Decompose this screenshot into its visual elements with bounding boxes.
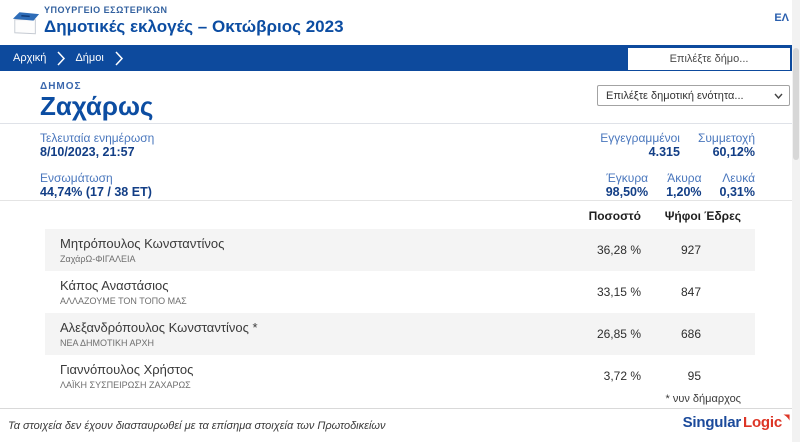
table-row[interactable]: Μητρόπουλος Κωνσταντίνος ΖαχάρΩ-ΦΙΓΑΛΕΙΑ…	[45, 229, 755, 271]
invalid-value: 1,20%	[666, 185, 702, 199]
integration-label: Ενσωμάτωση	[40, 171, 113, 185]
blank-stat: Λευκά 0,31%	[720, 171, 755, 199]
language-toggle[interactable]: ΕΛ	[774, 12, 789, 24]
votes-value: 847	[680, 285, 701, 299]
votes-value: 95	[687, 369, 701, 383]
registered-stat: Εγγεγραμμένοι 4.315	[600, 131, 680, 159]
divider	[0, 123, 800, 124]
percent-value: 26,85 %	[596, 327, 641, 341]
page-footer: Τα στοιχεία δεν έχουν διασταυρωθεί με τα…	[0, 408, 800, 443]
municipality-search-input[interactable]	[628, 48, 790, 70]
turnout-stat: Συμμετοχή 60,12%	[698, 131, 755, 159]
chevron-right-icon	[56, 50, 66, 67]
integration-stat: Ενσωμάτωση 44,74% (17 / 38 ΕΤ)	[40, 171, 154, 199]
integration-value: 44,74% (17 / 38 ΕΤ)	[40, 185, 152, 199]
municipal-unit-select[interactable]: Επιλέξτε δημοτική ενότητα...	[597, 85, 790, 106]
top-header: ΥΠΟΥΡΓΕΙΟ ΕΣΩΤΕΡΙΚΩΝ Δημοτικές εκλογές –…	[0, 0, 800, 45]
table-row[interactable]: Αλεξανδρόπουλος Κωνσταντίνος * ΝΕΑ ΔΗΜΟΤ…	[45, 313, 755, 355]
ministry-name: ΥΠΟΥΡΓΕΙΟ ΕΣΩΤΕΡΙΚΩΝ	[44, 5, 168, 15]
candidate-name: Αλεξανδρόπουλος Κωνσταντίνος *	[60, 320, 258, 335]
results-table-header: Ποσοστό Ψήφοι Έδρες	[45, 202, 755, 229]
party-name: ΑΛΛΑΖΟΥΜΕ ΤΟΝ ΤΟΠΟ ΜΑΣ	[60, 296, 187, 306]
table-row[interactable]: Γιαννόπουλος Χρήστος ΛΑΪΚΗ ΣΥΣΠΕΙΡΩΣΗ ΖΑ…	[45, 355, 755, 397]
disclaimer-text: Τα στοιχεία δεν έχουν διασταυρωθεί με τα…	[8, 420, 386, 432]
percent-value: 33,15 %	[596, 285, 641, 299]
chevron-right-icon	[114, 50, 124, 67]
breadcrumb-home[interactable]: Αρχική	[13, 52, 47, 64]
column-header-votes: Ψήφοι	[664, 209, 701, 223]
results-table: Μητρόπουλος Κωνσταντίνος ΖαχάρΩ-ΦΙΓΑΛΕΙΑ…	[45, 229, 755, 397]
party-name: ΛΑΪΚΗ ΣΥΣΠΕΙΡΩΣΗ ΖΑΧΑΡΩΣ	[60, 380, 191, 390]
candidate-name: Μητρόπουλος Κωνσταντίνος	[60, 236, 225, 251]
column-header-percent: Ποσοστό	[588, 209, 641, 223]
page-title: Ζαχάρως	[40, 91, 154, 121]
table-row[interactable]: Κάπος Αναστάσιος ΑΛΛΑΖΟΥΜΕ ΤΟΝ ΤΟΠΟ ΜΑΣ …	[45, 271, 755, 313]
municipal-unit-select-value: Επιλέξτε δημοτική ενότητα...	[606, 89, 744, 102]
breadcrumb-municipalities[interactable]: Δήμοι	[75, 52, 104, 64]
registered-value: 4.315	[648, 145, 680, 159]
column-header-seats: Έδρες	[704, 209, 741, 223]
votes-value: 686	[680, 327, 701, 341]
valid-label: Έγκυρα	[606, 171, 649, 185]
last-update-value: 8/10/2023, 21:57	[40, 145, 135, 159]
incumbent-footnote: * νυν δήμαρχος	[665, 393, 741, 405]
votes-value: 927	[680, 243, 701, 257]
stats-left: Τελευταία ενημέρωση 8/10/2023, 21:57 Ενσ…	[40, 131, 154, 199]
last-update-label: Τελευταία ενημέρωση	[40, 131, 155, 145]
breadcrumb: Αρχική Δήμοι	[0, 45, 800, 71]
candidate-name: Γιαννόπουλος Χρήστος	[60, 362, 194, 377]
party-name: ΖαχάρΩ-ΦΙΓΑΛΕΙΑ	[60, 254, 136, 264]
vertical-scrollbar[interactable]	[792, 0, 800, 442]
percent-value: 36,28 %	[596, 243, 641, 257]
registered-label: Εγγεγραμμένοι	[600, 131, 680, 145]
divider	[0, 200, 800, 201]
invalid-stat: Άκυρα 1,20%	[666, 171, 701, 199]
logo-text-secondary: Logic	[743, 414, 782, 431]
blank-value: 0,31%	[719, 185, 755, 199]
last-update-stat: Τελευταία ενημέρωση 8/10/2023, 21:57	[40, 131, 154, 159]
invalid-label: Άκυρα	[667, 171, 702, 185]
turnout-label: Συμμετοχή	[697, 131, 755, 145]
blank-label: Λευκά	[722, 171, 755, 185]
percent-value: 3,72 %	[603, 369, 641, 383]
candidate-name: Κάπος Αναστάσιος	[60, 278, 169, 293]
stats-right: Εγγεγραμμένοι 4.315 Συμμετοχή 60,12% Έγκ…	[600, 131, 755, 199]
party-name: ΝΕΑ ΔΗΜΟΤΙΚΗ ΑΡΧΗ	[60, 338, 155, 348]
scrollbar-thumb[interactable]	[793, 48, 799, 160]
valid-value: 98,50%	[605, 185, 649, 199]
chevron-down-icon	[774, 93, 783, 99]
site-title: Δημοτικές εκλογές – Οκτώβριος 2023	[44, 17, 344, 36]
valid-stat: Έγκυρα 98,50%	[606, 171, 648, 199]
turnout-value: 60,12%	[712, 145, 755, 159]
municipality-label: ΔΗΜΟΣ	[40, 81, 82, 92]
ballot-box-icon	[12, 12, 40, 35]
singularlogic-logo: Singular Logic	[683, 414, 790, 431]
logo-swoosh-icon	[783, 414, 790, 421]
logo-text-primary: Singular	[682, 414, 742, 431]
site-brand: ΥΠΟΥΡΓΕΙΟ ΕΣΩΤΕΡΙΚΩΝ Δημοτικές εκλογές –…	[44, 5, 344, 37]
